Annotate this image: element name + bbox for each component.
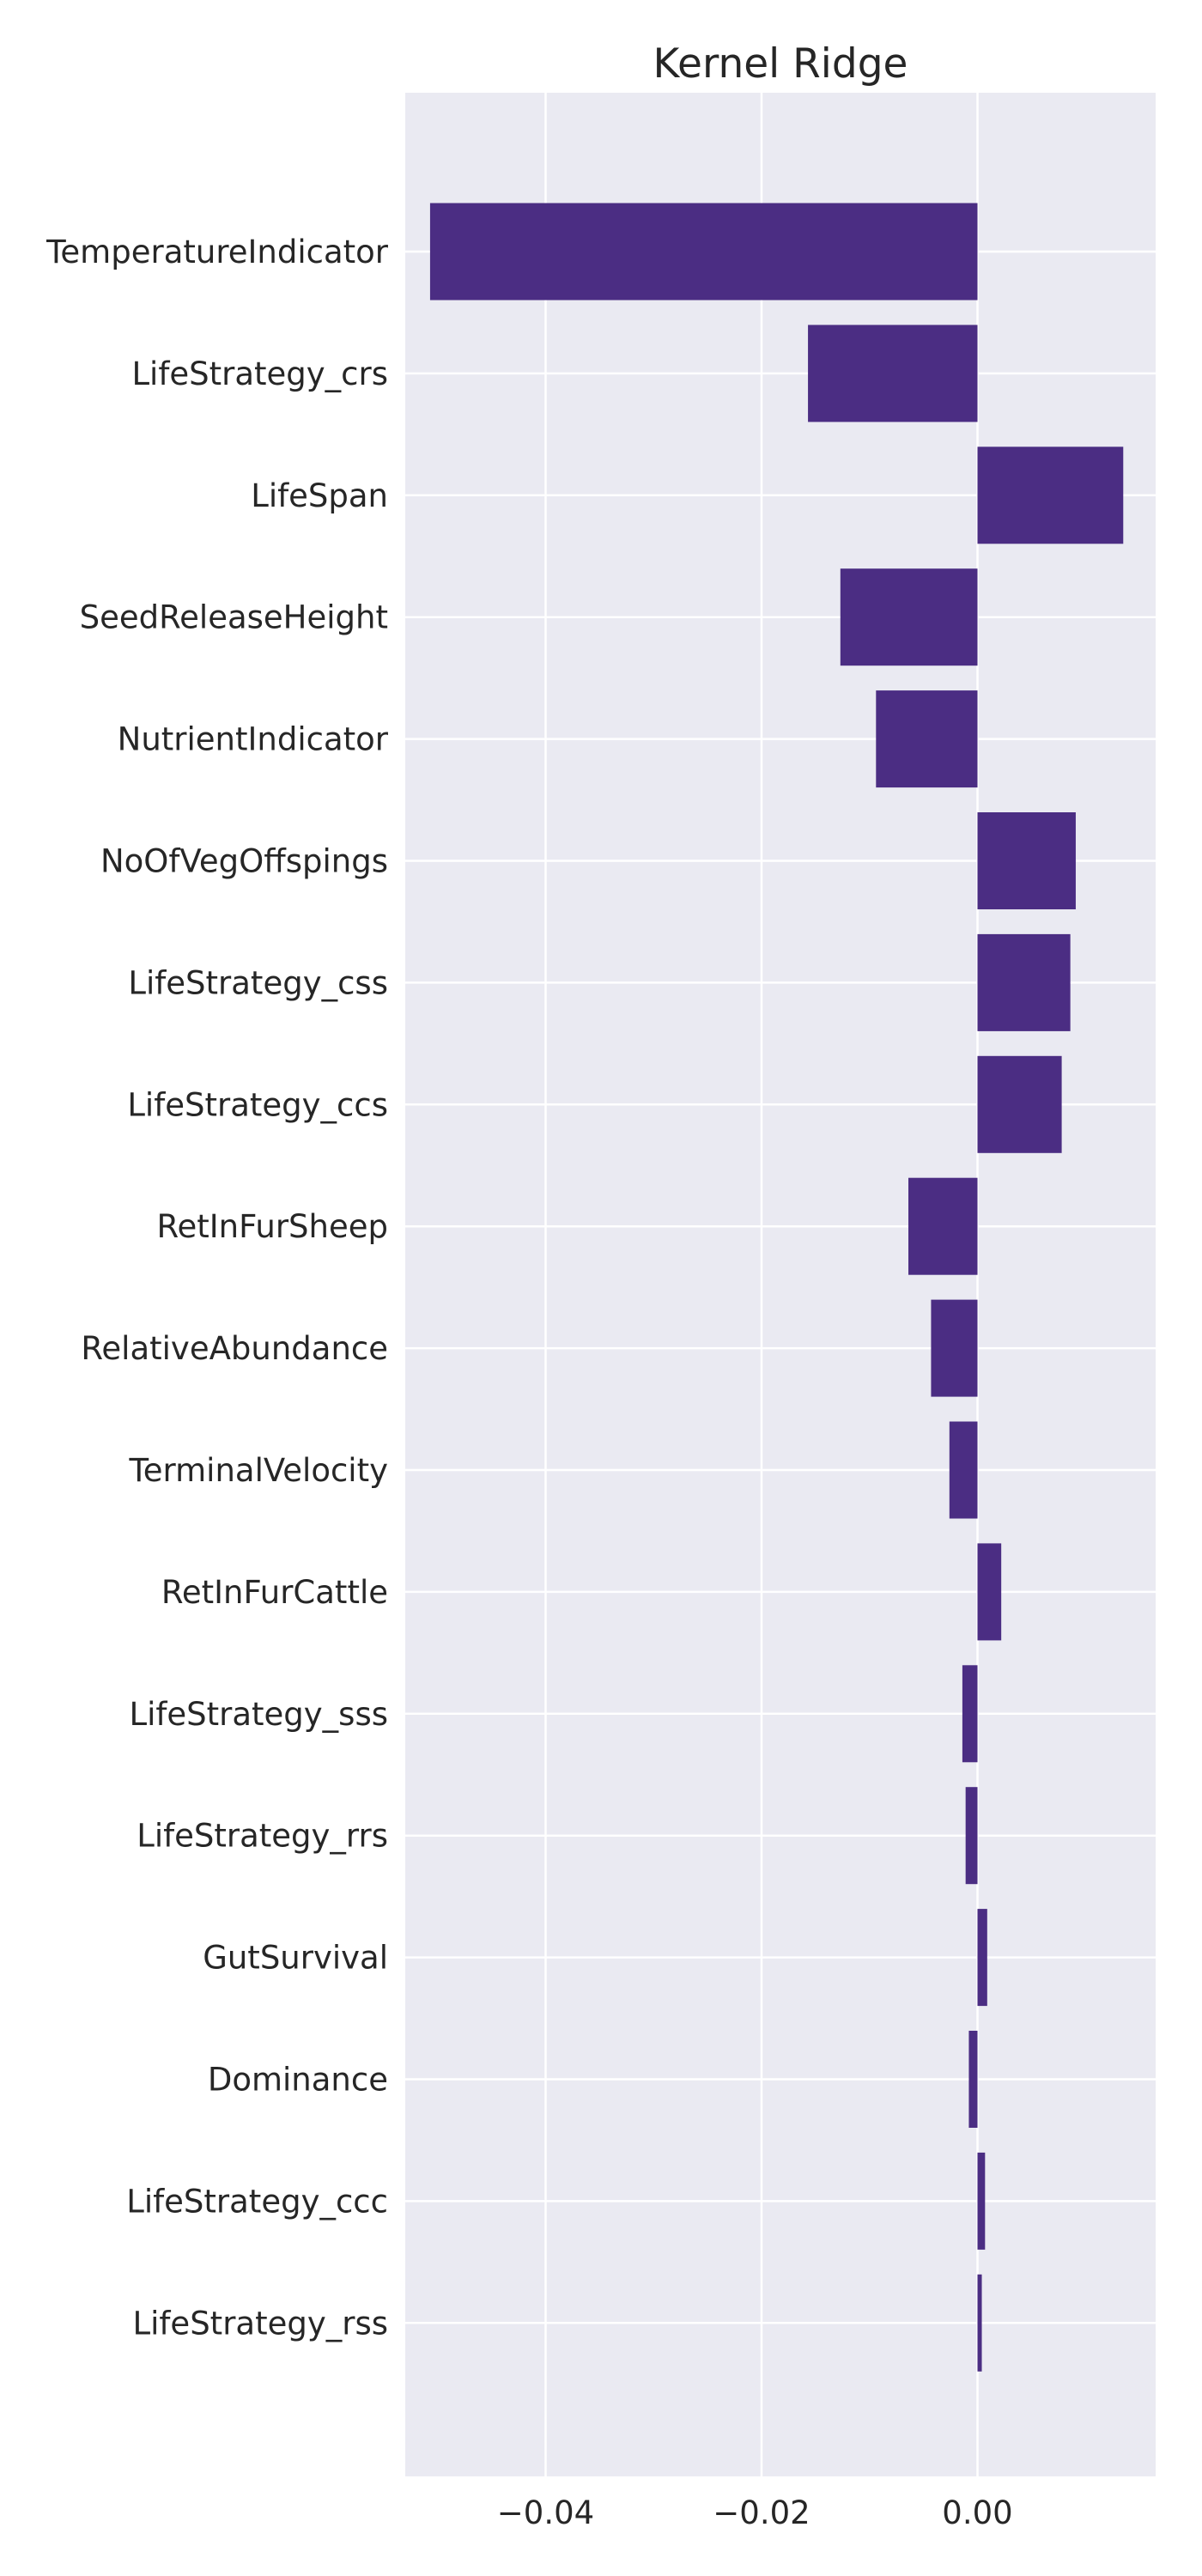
y-tick-label: LifeStrategy_sss (129, 1696, 388, 1733)
x-tick-label: −0.04 (497, 2494, 594, 2531)
bar (949, 1421, 978, 1519)
bar (977, 933, 1071, 1031)
bar (977, 2274, 982, 2372)
bar (965, 1787, 978, 1885)
y-tick-label: LifeSpan (251, 477, 388, 514)
bar (977, 447, 1124, 544)
y-tick-label: GutSurvival (203, 1940, 388, 1977)
chart-title: Kernel Ridge (653, 40, 908, 88)
bar (429, 203, 978, 301)
y-tick-label: LifeStrategy_ccs (127, 1086, 388, 1123)
bar (977, 812, 1076, 909)
bar (968, 2031, 978, 2128)
y-tick-label: RelativeAbundance (81, 1330, 388, 1367)
bars (429, 203, 1124, 2372)
bar (840, 568, 978, 666)
y-tick-label: NoOfVegOffspings (100, 843, 388, 880)
y-tick-label: LifeStrategy_rrs (137, 1818, 388, 1855)
bar (977, 1909, 987, 2007)
bar (962, 1665, 978, 1763)
x-tick-label: −0.02 (713, 2494, 810, 2531)
y-tick-label: RetInFurSheep (156, 1208, 388, 1245)
y-tick-label: SeedReleaseHeight (80, 599, 388, 636)
bar (931, 1299, 978, 1397)
y-tick-label: LifeStrategy_css (128, 964, 388, 1001)
bar (977, 1055, 1062, 1153)
y-tick-labels: TemperatureIndicator LifeStrategy_crs Life… (46, 234, 389, 2342)
bar (977, 2152, 986, 2250)
bar (977, 1543, 1002, 1641)
y-tick-label: RetInFurCattle (161, 1574, 388, 1611)
x-tick-label: 0.00 (942, 2494, 1012, 2531)
y-tick-label: TemperatureIndicator (46, 234, 389, 270)
bar (908, 1177, 978, 1275)
y-tick-label: LifeStrategy_rss (133, 2305, 388, 2342)
y-tick-label: Dominance (208, 2062, 388, 2099)
y-tick-label: NutrientIndicator (118, 721, 389, 758)
y-tick-label: LifeStrategy_ccc (126, 2183, 388, 2220)
y-tick-label: LifeStrategy_crs (131, 355, 388, 392)
bar (876, 690, 978, 788)
x-tick-labels: −0.04 −0.02 0.00 (497, 2494, 1013, 2531)
y-tick-label: TerminalVelocity (128, 1452, 388, 1489)
bar (808, 325, 978, 422)
